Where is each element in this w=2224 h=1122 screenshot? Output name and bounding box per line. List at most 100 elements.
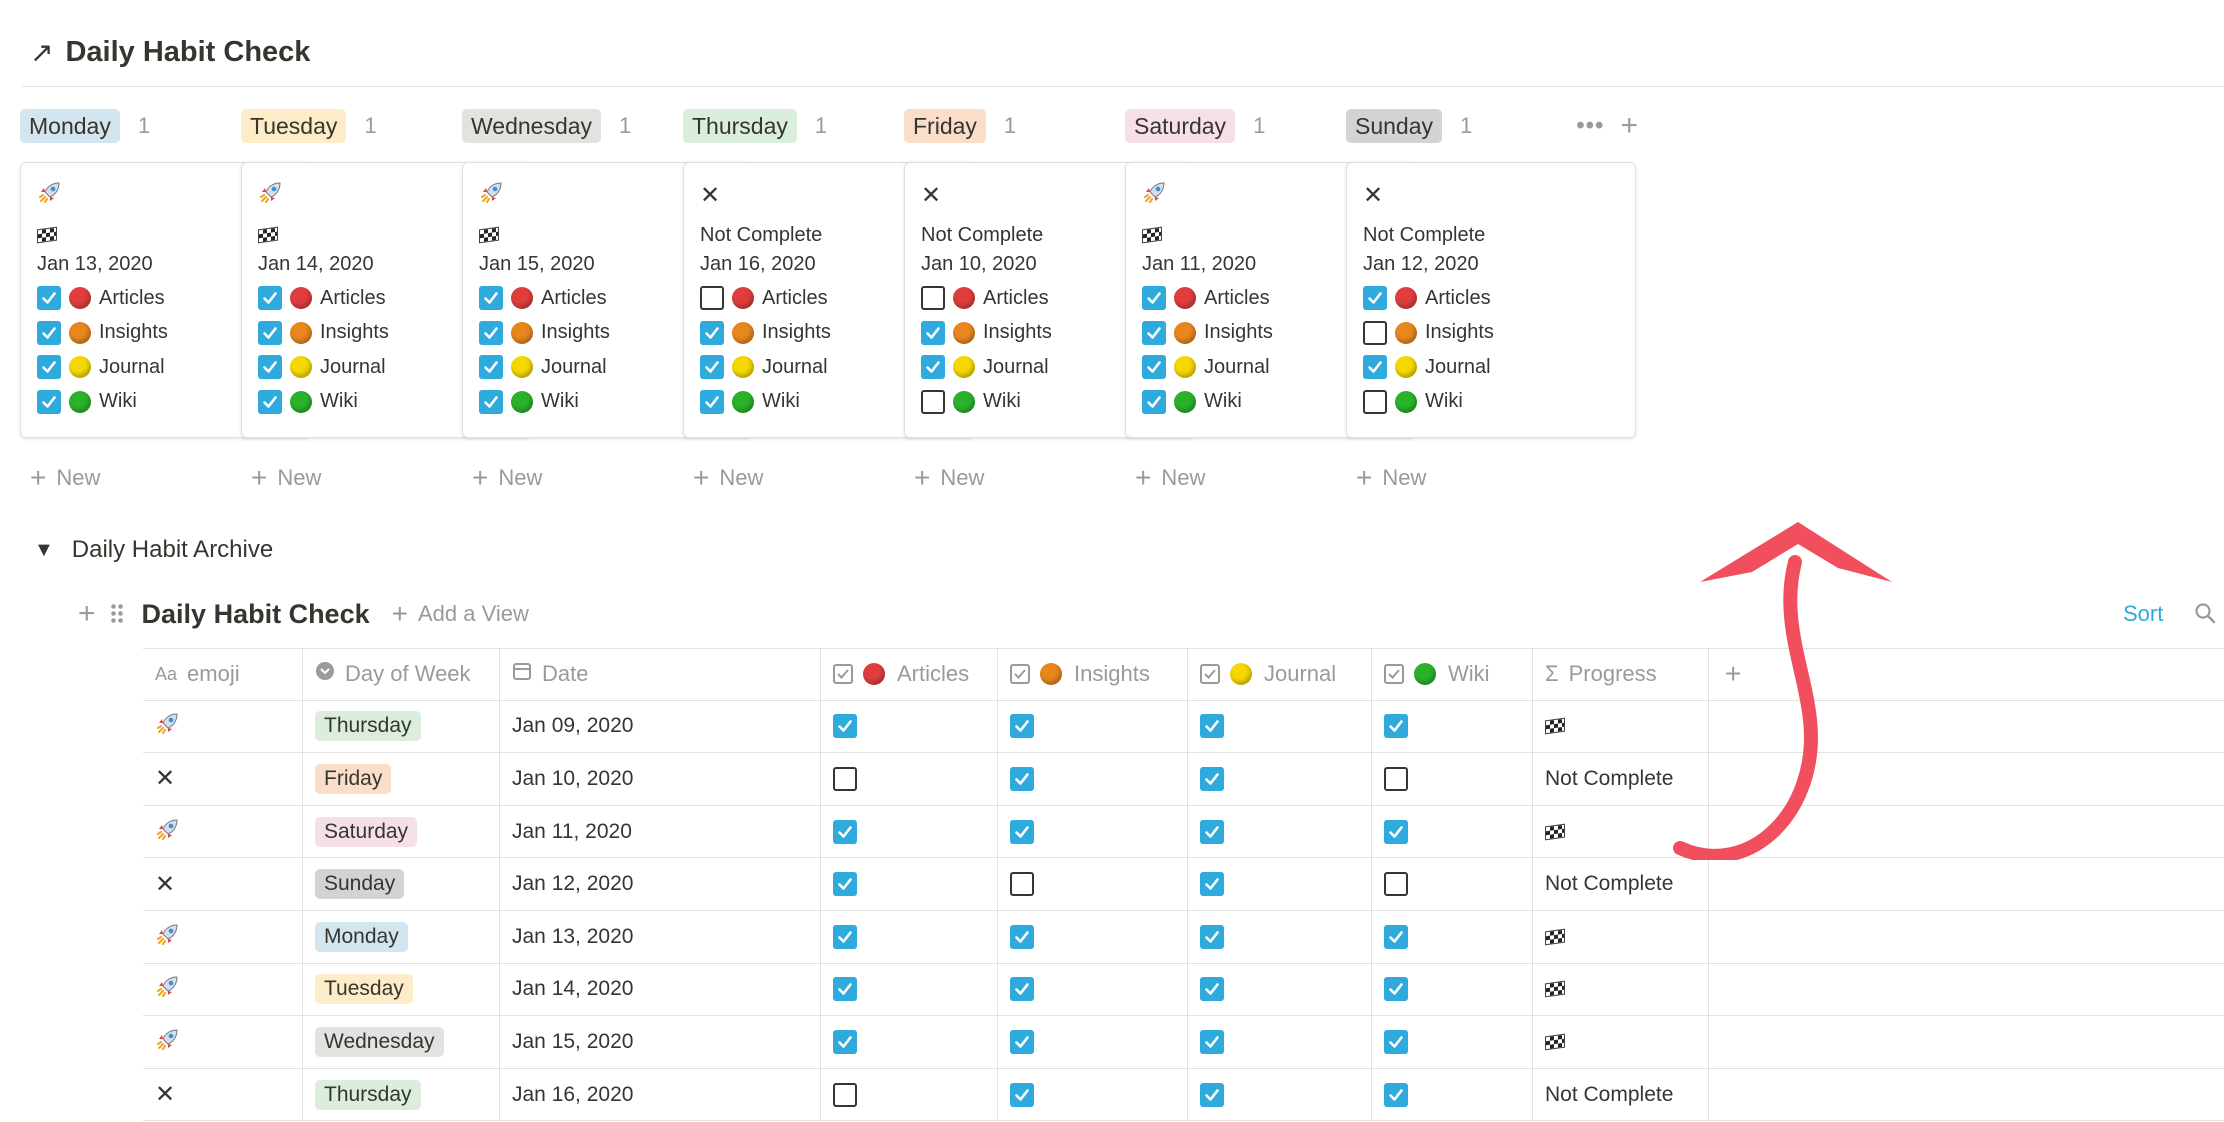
cell-date[interactable]: Jan 12, 2020 (500, 858, 821, 910)
cell-date[interactable]: Jan 14, 2020 (500, 963, 821, 1016)
column-header-day[interactable]: Day of Week (303, 649, 500, 700)
articles-checkbox[interactable] (833, 766, 857, 791)
new-card-button[interactable]: + New (693, 464, 763, 492)
wiki-checkbox[interactable] (1384, 924, 1408, 949)
column-header-progress[interactable]: Σ Progress (1533, 649, 1709, 700)
table-row[interactable]: Tuesday Jan 14, 2020 (143, 963, 2224, 1017)
journal-checkbox[interactable] (700, 355, 724, 380)
table-row[interactable]: Thursday Jan 09, 2020 (143, 700, 2224, 754)
new-card-button[interactable]: + New (251, 464, 321, 492)
cell-date[interactable]: Jan 15, 2020 (500, 1016, 821, 1068)
table-row[interactable]: ✕ Sunday Jan 12, 2020 Not Complete (143, 858, 2224, 911)
more-options-icon[interactable]: ••• (1576, 112, 1605, 139)
insights-checkbox[interactable] (921, 320, 945, 345)
journal-checkbox[interactable] (479, 355, 503, 380)
wiki-checkbox[interactable] (37, 389, 61, 414)
articles-checkbox[interactable] (833, 1029, 857, 1054)
journal-checkbox[interactable] (1200, 819, 1224, 844)
table-row[interactable]: Wednesday Jan 15, 2020 (143, 1016, 2224, 1069)
link-arrow-icon[interactable]: ↗ (30, 36, 54, 68)
toggle-triangle-icon[interactable]: ▼ (34, 538, 54, 561)
new-card-button[interactable]: + New (1356, 464, 1426, 492)
wiki-checkbox[interactable] (921, 389, 945, 414)
page-title[interactable]: Daily Habit Check (65, 35, 311, 68)
column-header-insights[interactable]: Insights (998, 649, 1188, 700)
table-row[interactable]: Saturday Jan 11, 2020 (143, 805, 2224, 859)
cell-date[interactable]: Jan 11, 2020 (500, 805, 821, 858)
add-block-icon[interactable]: + (78, 597, 96, 630)
day-tag[interactable]: Saturday (1125, 109, 1236, 143)
wiki-checkbox[interactable] (1384, 714, 1408, 739)
articles-checkbox[interactable] (479, 286, 503, 311)
journal-checkbox[interactable] (258, 355, 282, 380)
journal-checkbox[interactable] (1200, 924, 1224, 949)
journal-checkbox[interactable] (1200, 766, 1224, 791)
articles-checkbox[interactable] (833, 977, 857, 1002)
wiki-checkbox[interactable] (258, 389, 282, 414)
wiki-checkbox[interactable] (1384, 977, 1408, 1002)
day-tag[interactable]: Tuesday (241, 109, 347, 143)
journal-checkbox[interactable] (1200, 1082, 1224, 1107)
wiki-checkbox[interactable] (1363, 389, 1387, 414)
add-column-button[interactable]: + (1725, 658, 1742, 690)
cell-date[interactable]: Jan 10, 2020 (500, 753, 821, 805)
archive-toggle[interactable]: ▼ Daily Habit Archive (34, 536, 273, 564)
articles-checkbox[interactable] (833, 1082, 857, 1107)
new-card-button[interactable]: + New (30, 464, 100, 492)
new-card-button[interactable]: + New (914, 464, 984, 492)
insights-checkbox[interactable] (1010, 1082, 1034, 1107)
journal-checkbox[interactable] (921, 355, 945, 380)
articles-checkbox[interactable] (1142, 286, 1166, 311)
drag-handle-icon[interactable] (109, 603, 124, 625)
column-header-journal[interactable]: Journal (1188, 649, 1372, 700)
articles-checkbox[interactable] (833, 819, 857, 844)
wiki-checkbox[interactable] (1384, 872, 1408, 897)
articles-checkbox[interactable] (833, 872, 857, 897)
insights-checkbox[interactable] (1142, 320, 1166, 345)
insights-checkbox[interactable] (258, 320, 282, 345)
insights-checkbox[interactable] (1010, 714, 1034, 739)
day-tag[interactable]: Friday (904, 109, 986, 143)
insights-checkbox[interactable] (1363, 320, 1387, 345)
day-tag[interactable]: Thursday (683, 109, 797, 143)
table-row[interactable]: ✕ Thursday Jan 16, 2020 Not Complete (143, 1068, 2224, 1122)
search-icon[interactable] (2194, 602, 2216, 624)
insights-checkbox[interactable] (37, 320, 61, 345)
insights-checkbox[interactable] (1010, 924, 1034, 949)
day-tag[interactable]: Sunday (1346, 109, 1443, 143)
articles-checkbox[interactable] (833, 924, 857, 949)
articles-checkbox[interactable] (833, 714, 857, 739)
insights-checkbox[interactable] (1010, 977, 1034, 1002)
wiki-checkbox[interactable] (479, 389, 503, 414)
journal-checkbox[interactable] (1200, 714, 1224, 739)
journal-checkbox[interactable] (1200, 872, 1224, 897)
new-card-button[interactable]: + New (472, 464, 542, 492)
articles-checkbox[interactable] (700, 286, 724, 311)
table-view-title[interactable]: Daily Habit Check (141, 598, 370, 629)
journal-checkbox[interactable] (1363, 355, 1387, 380)
insights-checkbox[interactable] (1010, 766, 1034, 791)
insights-checkbox[interactable] (1010, 872, 1034, 897)
wiki-checkbox[interactable] (1384, 1082, 1408, 1107)
journal-checkbox[interactable] (37, 355, 61, 380)
column-header-wiki[interactable]: Wiki (1372, 649, 1533, 700)
wiki-checkbox[interactable] (700, 389, 724, 414)
journal-checkbox[interactable] (1142, 355, 1166, 380)
insights-checkbox[interactable] (1010, 1029, 1034, 1054)
journal-checkbox[interactable] (1200, 1029, 1224, 1054)
cell-date[interactable]: Jan 16, 2020 (500, 1068, 821, 1121)
insights-checkbox[interactable] (479, 320, 503, 345)
column-header-date[interactable]: Date (500, 649, 821, 700)
insights-checkbox[interactable] (1010, 819, 1034, 844)
table-row[interactable]: ✕ Friday Jan 10, 2020 Not Complete (143, 753, 2224, 806)
habit-card[interactable]: ✕ Not Complete Jan 12, 2020 Articles Insight… (1346, 162, 1636, 438)
articles-checkbox[interactable] (1363, 286, 1387, 311)
table-row[interactable]: Monday Jan 13, 2020 (143, 910, 2224, 964)
sort-button[interactable]: Sort (2123, 601, 2164, 626)
cell-date[interactable]: Jan 13, 2020 (500, 910, 821, 963)
cell-date[interactable]: Jan 09, 2020 (500, 700, 821, 753)
column-header-articles[interactable]: Articles (821, 649, 998, 700)
wiki-checkbox[interactable] (1384, 819, 1408, 844)
column-header-emoji[interactable]: Aa emoji (143, 649, 303, 700)
wiki-checkbox[interactable] (1142, 389, 1166, 414)
